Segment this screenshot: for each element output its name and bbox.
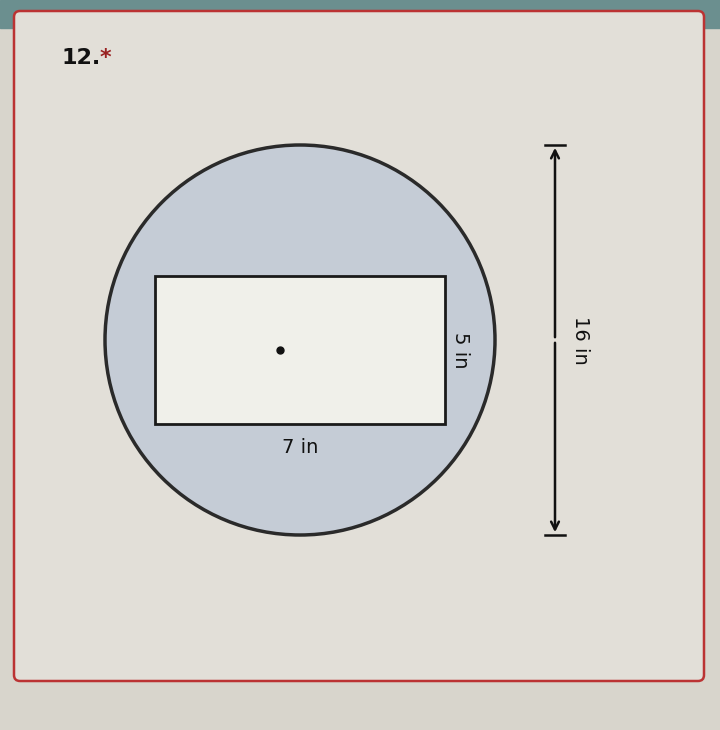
Circle shape [105, 145, 495, 535]
FancyBboxPatch shape [14, 11, 704, 681]
Text: 16 in: 16 in [571, 315, 590, 364]
Text: 12.: 12. [62, 48, 102, 68]
Text: 7 in: 7 in [282, 438, 318, 457]
Bar [0, 0, 720, 28]
Text: 5 in: 5 in [451, 331, 470, 368]
Text: *: * [100, 48, 112, 68]
Bar [155, 276, 445, 424]
